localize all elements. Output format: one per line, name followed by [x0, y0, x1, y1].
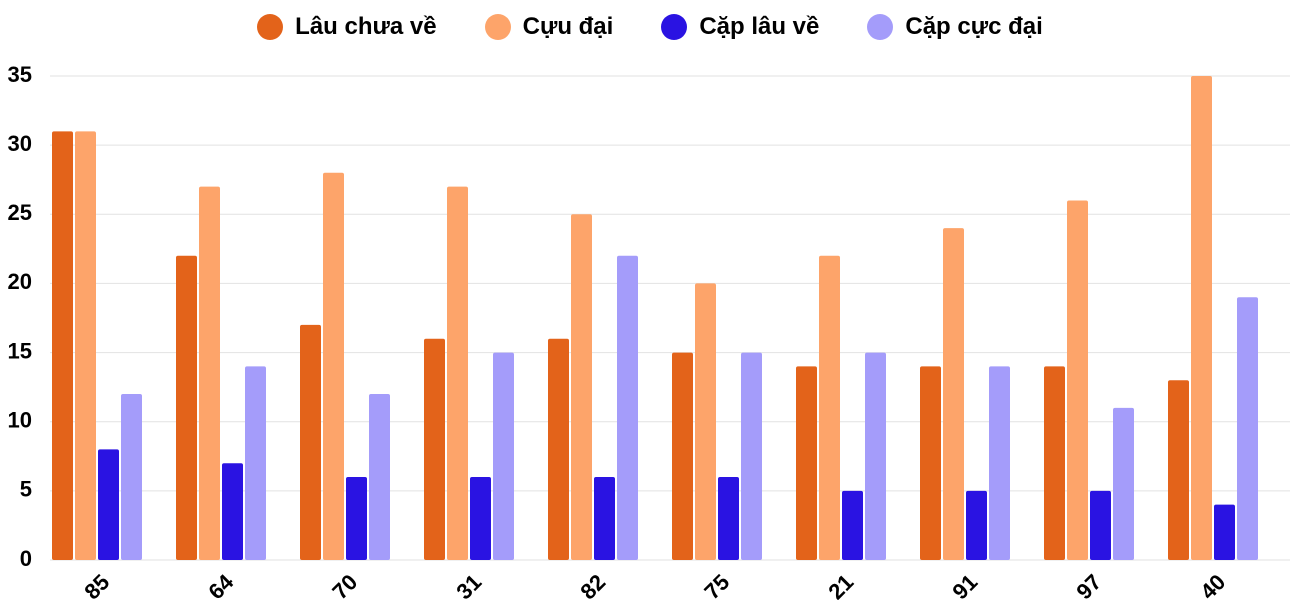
- x-tick-label: 91: [947, 569, 982, 600]
- bar: [1113, 407, 1134, 560]
- y-tick-label: 35: [8, 62, 32, 87]
- bar: [222, 463, 243, 560]
- bar: [1044, 366, 1065, 560]
- legend: Lâu chưa về Cựu đại Cặp lâu về Cặp cực đại: [0, 8, 1300, 46]
- bar: [571, 214, 592, 561]
- bar: [121, 394, 142, 560]
- bar: [75, 131, 96, 561]
- x-tick-label: 70: [327, 569, 362, 600]
- legend-swatch: [257, 14, 284, 40]
- legend-item: Lâu chưa về: [257, 8, 437, 46]
- bar: [672, 352, 693, 560]
- legend-label: Lâu chưa về: [295, 13, 437, 40]
- bar: [842, 490, 863, 560]
- x-tick-label: 40: [1195, 569, 1230, 600]
- bar: [594, 477, 615, 560]
- x-tick-label: 31: [451, 569, 486, 600]
- legend-item: Cặp cực đại: [867, 8, 1043, 46]
- legend-label: Cặp cực đại: [905, 13, 1043, 40]
- y-tick-label: 25: [8, 200, 32, 225]
- bar: [176, 255, 197, 560]
- legend-label: Cặp lâu về: [699, 13, 820, 40]
- y-tick-label: 30: [8, 131, 32, 156]
- bar: [1168, 380, 1189, 560]
- legend-swatch: [661, 14, 688, 40]
- bar: [989, 366, 1010, 560]
- bar: [424, 338, 445, 560]
- legend-swatch: [867, 14, 894, 40]
- legend-swatch: [484, 14, 511, 40]
- bar: [346, 477, 367, 560]
- bar: [1191, 76, 1212, 560]
- legend-label: Cựu đại: [522, 13, 614, 40]
- y-tick-label: 15: [8, 338, 32, 363]
- bar: [369, 394, 390, 560]
- x-tick-label: 85: [79, 569, 114, 600]
- y-tick-label: 0: [20, 546, 32, 571]
- bar: [493, 352, 514, 560]
- bar: [1090, 490, 1111, 560]
- bar: [966, 490, 987, 560]
- bar: [695, 283, 716, 560]
- bar: [1067, 200, 1088, 560]
- y-tick-label: 10: [8, 408, 32, 433]
- x-tick-label: 64: [203, 569, 239, 600]
- bar: [98, 449, 119, 560]
- x-tick-label: 75: [699, 569, 734, 600]
- legend-item: Cựu đại: [484, 8, 614, 46]
- bar: [300, 324, 321, 560]
- y-tick-label: 5: [20, 477, 32, 502]
- x-tick-label: 97: [1071, 569, 1106, 600]
- bar: [943, 228, 964, 560]
- bar: [819, 255, 840, 560]
- y-tick-label: 20: [8, 269, 32, 294]
- bar: [1214, 504, 1235, 560]
- x-tick-label: 82: [575, 569, 610, 600]
- bar: [447, 186, 468, 560]
- bar: [796, 366, 817, 560]
- bar: [1237, 297, 1258, 560]
- bar: [548, 338, 569, 560]
- bar: [245, 366, 266, 560]
- bar: [52, 131, 73, 561]
- legend-item: Cặp lâu về: [661, 8, 819, 46]
- bar: [323, 172, 344, 561]
- bar: [718, 477, 739, 560]
- bar: [865, 352, 886, 560]
- x-tick-label: 21: [823, 569, 858, 600]
- bar: [920, 366, 941, 560]
- bar: [741, 352, 762, 560]
- bar: [199, 186, 220, 560]
- bar: [617, 255, 638, 560]
- bar: [470, 477, 491, 560]
